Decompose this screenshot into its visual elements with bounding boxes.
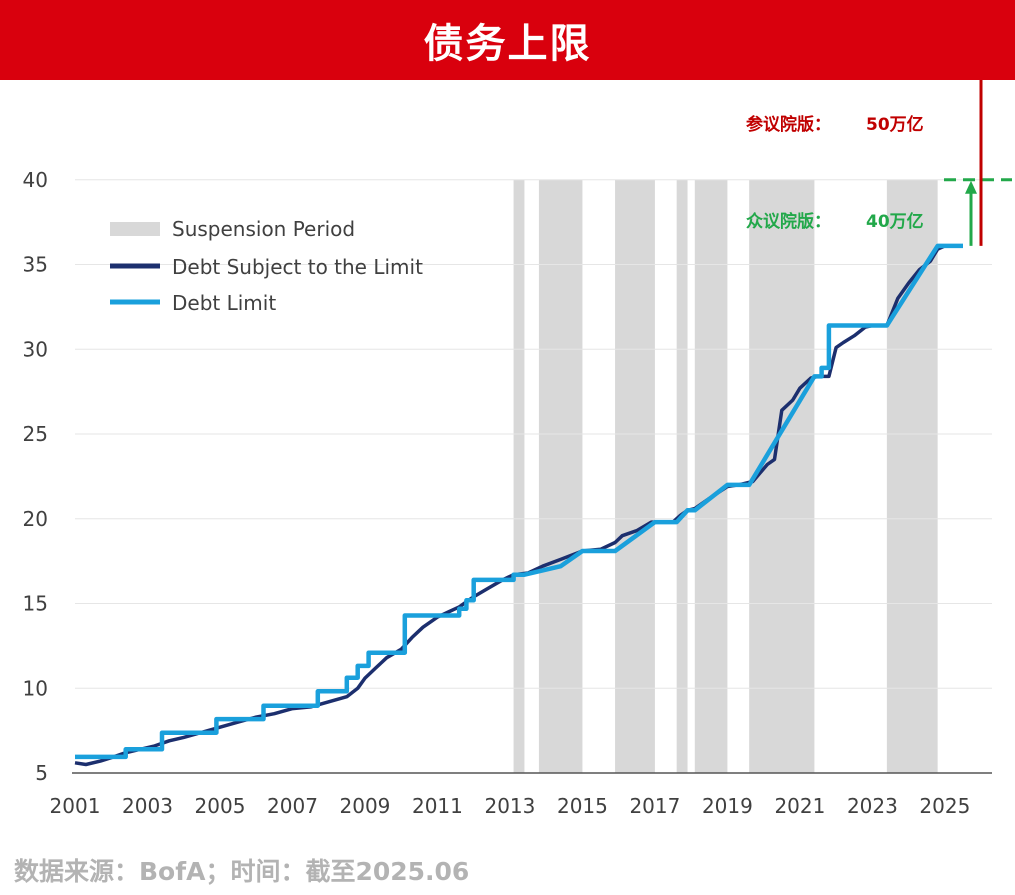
x-tick-label: 2015 (557, 794, 608, 818)
y-tick-label: 15 (23, 592, 48, 616)
suspension-band-3 (676, 179, 688, 773)
series-layer (74, 243, 963, 767)
page-title: 债务上限 (0, 0, 1015, 80)
x-tick-label: 2001 (50, 794, 101, 818)
y-tick-label: 35 (23, 253, 48, 277)
house-arrowhead (965, 180, 977, 194)
y-tick-label: 5 (35, 761, 48, 785)
suspension-band-1 (538, 179, 583, 773)
x-tick-label: 2007 (267, 794, 318, 818)
senate-label: 参议院版： (746, 114, 831, 135)
x-tick-label: 2005 (195, 794, 246, 818)
x-tick-label: 2023 (847, 794, 898, 818)
y-tick-label: 10 (23, 676, 48, 700)
legend-suspension-label: Suspension Period (172, 217, 355, 241)
x-tick-label: 2009 (340, 794, 391, 818)
suspension-band-0 (513, 179, 525, 773)
suspension-bands (513, 179, 938, 773)
target-annotations: 参议院版： 50万亿 众议院版： 40万亿 (746, 80, 1012, 246)
legend: Suspension Period Debt Subject to the Li… (110, 217, 423, 315)
y-tick-label: 30 (23, 337, 48, 361)
suspension-band-5 (749, 179, 815, 773)
y-tick-label: 20 (23, 507, 48, 531)
senate-value: 50万亿 (866, 114, 924, 135)
suspension-band-4 (694, 179, 728, 773)
y-tick-label: 25 (23, 422, 48, 446)
x-tick-label: 2017 (629, 794, 680, 818)
source-note: 数据来源：BofA；时间：截至2025.06 (14, 857, 470, 886)
suspension-band-6 (886, 179, 938, 773)
legend-debt-limit-label: Debt Limit (172, 291, 276, 315)
house-value: 40万亿 (866, 211, 924, 232)
series-debt-limit-line (75, 243, 963, 760)
suspension-band-2 (615, 179, 655, 773)
x-tick-label: 2013 (484, 794, 535, 818)
x-tick-label: 2003 (122, 794, 173, 818)
house-label: 众议院版： (746, 211, 831, 232)
x-tick-label: 2025 (919, 794, 970, 818)
x-tick-label: 2021 (774, 794, 825, 818)
legend-suspension-swatch (110, 222, 160, 236)
x-tick-label: 2019 (702, 794, 753, 818)
legend-debt-subject-label: Debt Subject to the Limit (172, 255, 423, 279)
x-tick-label: 2011 (412, 794, 463, 818)
y-tick-label: 40 (23, 168, 48, 192)
